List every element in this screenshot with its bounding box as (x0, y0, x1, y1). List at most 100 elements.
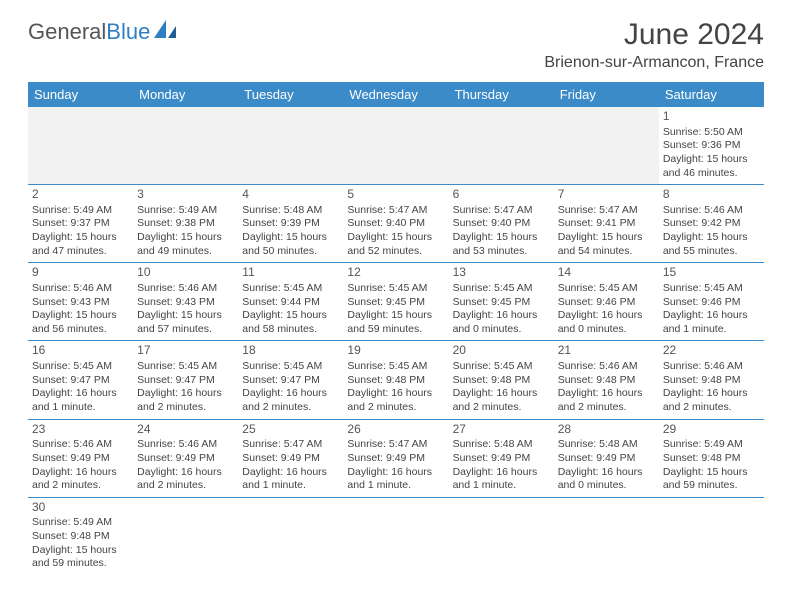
calendar-cell: 26Sunrise: 5:47 AMSunset: 9:49 PMDayligh… (343, 419, 448, 497)
day-number: 13 (453, 265, 550, 281)
day-number: 28 (558, 422, 655, 438)
calendar-cell: 21Sunrise: 5:46 AMSunset: 9:48 PMDayligh… (554, 341, 659, 419)
calendar-cell: 14Sunrise: 5:45 AMSunset: 9:46 PMDayligh… (554, 263, 659, 341)
daylight-text: Daylight: 16 hours and 1 minute. (347, 466, 444, 493)
sunset-text: Sunset: 9:49 PM (558, 452, 655, 466)
calendar-cell (238, 107, 343, 185)
calendar-cell: 24Sunrise: 5:46 AMSunset: 9:49 PMDayligh… (133, 419, 238, 497)
calendar-table: Sunday Monday Tuesday Wednesday Thursday… (28, 82, 764, 575)
calendar-cell: 18Sunrise: 5:45 AMSunset: 9:47 PMDayligh… (238, 341, 343, 419)
daylight-text: Daylight: 15 hours and 46 minutes. (663, 153, 760, 180)
day-number: 14 (558, 265, 655, 281)
daylight-text: Daylight: 15 hours and 50 minutes. (242, 231, 339, 258)
daylight-text: Daylight: 16 hours and 2 minutes. (242, 387, 339, 414)
day-number: 16 (32, 343, 129, 359)
calendar-cell: 28Sunrise: 5:48 AMSunset: 9:49 PMDayligh… (554, 419, 659, 497)
calendar-cell: 12Sunrise: 5:45 AMSunset: 9:45 PMDayligh… (343, 263, 448, 341)
sunrise-text: Sunrise: 5:46 AM (558, 360, 655, 374)
day-header: Friday (554, 82, 659, 107)
day-number: 17 (137, 343, 234, 359)
sunset-text: Sunset: 9:49 PM (347, 452, 444, 466)
day-number: 6 (453, 187, 550, 203)
daylight-text: Daylight: 15 hours and 59 minutes. (32, 544, 129, 571)
calendar-row: 9Sunrise: 5:46 AMSunset: 9:43 PMDaylight… (28, 263, 764, 341)
sunset-text: Sunset: 9:48 PM (663, 452, 760, 466)
sunset-text: Sunset: 9:48 PM (663, 374, 760, 388)
daylight-text: Daylight: 15 hours and 59 minutes. (347, 309, 444, 336)
logo-text-general: General (28, 19, 106, 45)
day-header: Monday (133, 82, 238, 107)
calendar-cell: 1Sunrise: 5:50 AMSunset: 9:36 PMDaylight… (659, 107, 764, 185)
calendar-cell (449, 497, 554, 575)
day-number: 15 (663, 265, 760, 281)
day-number: 10 (137, 265, 234, 281)
daylight-text: Daylight: 15 hours and 49 minutes. (137, 231, 234, 258)
calendar-cell (28, 107, 133, 185)
day-number: 11 (242, 265, 339, 281)
sunrise-text: Sunrise: 5:47 AM (347, 438, 444, 452)
sunrise-text: Sunrise: 5:49 AM (32, 204, 129, 218)
day-number: 23 (32, 422, 129, 438)
sunset-text: Sunset: 9:43 PM (32, 296, 129, 310)
daylight-text: Daylight: 16 hours and 2 minutes. (453, 387, 550, 414)
logo-text-blue: Blue (106, 19, 150, 45)
sunset-text: Sunset: 9:47 PM (32, 374, 129, 388)
day-number: 30 (32, 500, 129, 516)
calendar-cell (343, 497, 448, 575)
sunset-text: Sunset: 9:39 PM (242, 217, 339, 231)
location: Brienon-sur-Armancon, France (544, 54, 764, 72)
calendar-cell: 3Sunrise: 5:49 AMSunset: 9:38 PMDaylight… (133, 185, 238, 263)
daylight-text: Daylight: 16 hours and 2 minutes. (663, 387, 760, 414)
sunrise-text: Sunrise: 5:48 AM (453, 438, 550, 452)
sunrise-text: Sunrise: 5:47 AM (242, 438, 339, 452)
sunrise-text: Sunrise: 5:46 AM (137, 438, 234, 452)
daylight-text: Daylight: 16 hours and 1 minute. (32, 387, 129, 414)
calendar-cell (659, 497, 764, 575)
sunset-text: Sunset: 9:43 PM (137, 296, 234, 310)
daylight-text: Daylight: 15 hours and 47 minutes. (32, 231, 129, 258)
day-number: 18 (242, 343, 339, 359)
calendar-cell (343, 107, 448, 185)
sunset-text: Sunset: 9:38 PM (137, 217, 234, 231)
day-header: Saturday (659, 82, 764, 107)
sunrise-text: Sunrise: 5:45 AM (558, 282, 655, 296)
calendar-cell: 13Sunrise: 5:45 AMSunset: 9:45 PMDayligh… (449, 263, 554, 341)
sunrise-text: Sunrise: 5:46 AM (137, 282, 234, 296)
month-title: June 2024 (544, 18, 764, 52)
sunset-text: Sunset: 9:41 PM (558, 217, 655, 231)
sunrise-text: Sunrise: 5:46 AM (32, 282, 129, 296)
day-number: 29 (663, 422, 760, 438)
daylight-text: Daylight: 15 hours and 56 minutes. (32, 309, 129, 336)
day-number: 2 (32, 187, 129, 203)
calendar-cell (449, 107, 554, 185)
sunset-text: Sunset: 9:48 PM (558, 374, 655, 388)
sunrise-text: Sunrise: 5:45 AM (453, 282, 550, 296)
day-number: 20 (453, 343, 550, 359)
day-number: 21 (558, 343, 655, 359)
sunset-text: Sunset: 9:40 PM (453, 217, 550, 231)
day-number: 1 (663, 109, 760, 125)
sunrise-text: Sunrise: 5:48 AM (558, 438, 655, 452)
sunset-text: Sunset: 9:45 PM (347, 296, 444, 310)
calendar-cell: 29Sunrise: 5:49 AMSunset: 9:48 PMDayligh… (659, 419, 764, 497)
day-number: 8 (663, 187, 760, 203)
sunrise-text: Sunrise: 5:45 AM (32, 360, 129, 374)
sunset-text: Sunset: 9:49 PM (242, 452, 339, 466)
calendar-cell (554, 107, 659, 185)
sunrise-text: Sunrise: 5:45 AM (242, 360, 339, 374)
day-number: 22 (663, 343, 760, 359)
sunset-text: Sunset: 9:36 PM (663, 139, 760, 153)
calendar-cell (238, 497, 343, 575)
calendar-cell (133, 107, 238, 185)
day-number: 4 (242, 187, 339, 203)
sunrise-text: Sunrise: 5:50 AM (663, 126, 760, 140)
sunset-text: Sunset: 9:49 PM (453, 452, 550, 466)
daylight-text: Daylight: 15 hours and 58 minutes. (242, 309, 339, 336)
sunset-text: Sunset: 9:46 PM (558, 296, 655, 310)
sunset-text: Sunset: 9:45 PM (453, 296, 550, 310)
daylight-text: Daylight: 16 hours and 2 minutes. (347, 387, 444, 414)
calendar-cell: 8Sunrise: 5:46 AMSunset: 9:42 PMDaylight… (659, 185, 764, 263)
calendar-cell: 5Sunrise: 5:47 AMSunset: 9:40 PMDaylight… (343, 185, 448, 263)
day-header-row: Sunday Monday Tuesday Wednesday Thursday… (28, 82, 764, 107)
day-header: Thursday (449, 82, 554, 107)
